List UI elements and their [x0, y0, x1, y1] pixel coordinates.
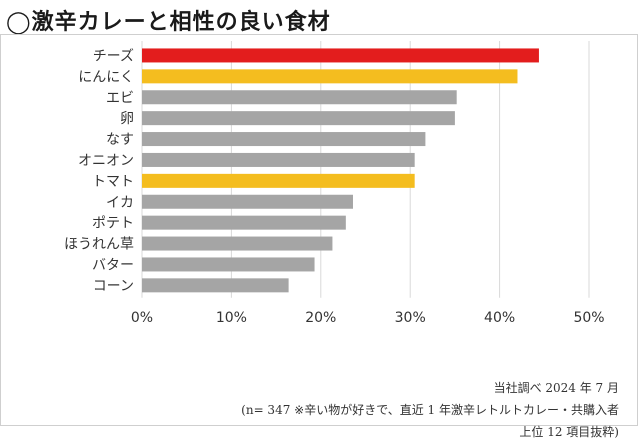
- selection-note: 上位 12 項目抜粋): [519, 425, 619, 439]
- category-label: なす: [106, 132, 134, 148]
- sample-note: (n= 347 ※辛い物が好きで、直近 1 年激辛レトルトカレー・共購入者: [241, 403, 619, 417]
- category-label: エビ: [106, 90, 134, 106]
- x-tick-label: 0%: [131, 310, 153, 326]
- bar: [142, 132, 426, 147]
- x-tick-label: 30%: [395, 310, 426, 326]
- category-label: にんにく: [78, 69, 134, 85]
- x-tick-label: 50%: [573, 310, 604, 326]
- x-tick-label: 40%: [484, 310, 515, 326]
- category-label: オニオン: [78, 153, 134, 169]
- bar: [142, 257, 315, 272]
- x-tick-label: 10%: [216, 310, 247, 326]
- source-note: 当社調べ 2024 年 7 月: [493, 381, 619, 395]
- category-label: ほうれん草: [64, 237, 134, 253]
- bar: [142, 152, 415, 167]
- bar: [142, 173, 415, 188]
- x-tick-label: 20%: [305, 310, 336, 326]
- bar: [142, 90, 457, 105]
- bar: [142, 215, 346, 230]
- category-label: イカ: [106, 195, 134, 211]
- category-label: バター: [92, 257, 134, 273]
- bar-chart: 0% 10% 20% 30% 40% 50% チーズにんにくエビ卵なすオニオントマトイカポテ…: [64, 41, 605, 326]
- category-label: チーズ: [93, 48, 134, 64]
- category-label: 卵: [120, 111, 134, 127]
- category-label: トマト: [92, 174, 134, 190]
- bar: [142, 236, 333, 251]
- chart-frame: 0% 10% 20% 30% 40% 50% チーズにんにくエビ卵なすオニオントマトイカポテ…: [0, 34, 638, 439]
- chart-title: ◯激辛カレーと相性の良い食材: [6, 10, 331, 35]
- bar: [142, 69, 518, 84]
- bar: [142, 48, 539, 63]
- bar: [142, 194, 353, 209]
- bar: [142, 111, 455, 126]
- bar: [142, 278, 289, 293]
- category-label: ポテト: [92, 216, 134, 232]
- category-label: コーン: [93, 278, 134, 294]
